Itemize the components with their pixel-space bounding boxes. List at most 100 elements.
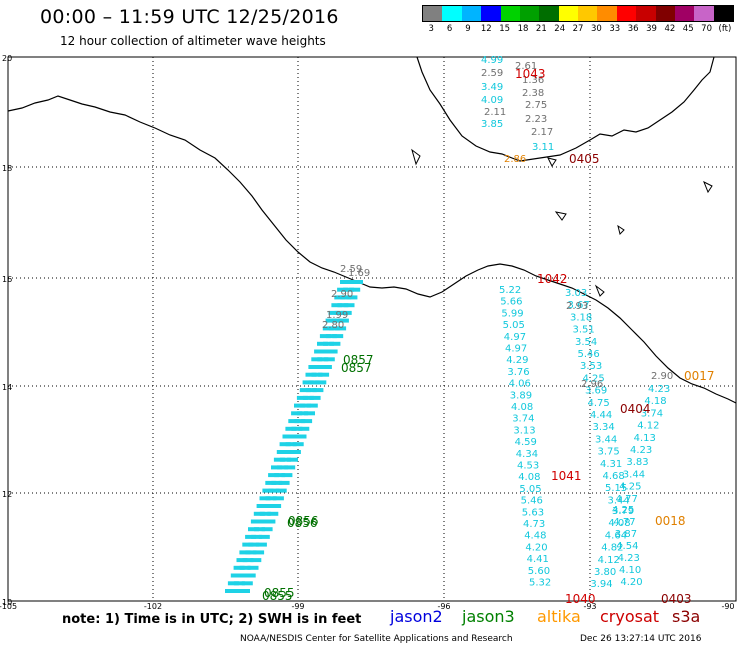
legend-label: 33 bbox=[609, 24, 621, 34]
legend-swatch bbox=[713, 6, 733, 21]
lat-label: 10 bbox=[2, 598, 12, 607]
generated-timestamp: Dec 26 13:27:14 UTC 2016 bbox=[580, 634, 702, 644]
legend-swatch bbox=[694, 6, 714, 21]
wave-height-value: 4.59 bbox=[515, 437, 537, 448]
wave-height-value: 3.53 bbox=[580, 361, 602, 372]
track-sample-mark bbox=[270, 504, 282, 508]
legend-swatch bbox=[539, 6, 559, 21]
wave-height-value: 3.51 bbox=[573, 325, 595, 336]
legend-label: 70 bbox=[701, 24, 712, 34]
lon-label: -96 bbox=[437, 602, 450, 611]
wave-height-value: 2.90 bbox=[651, 371, 673, 382]
track-sample-mark bbox=[267, 511, 279, 516]
wave-height-value: 5.05 bbox=[519, 484, 541, 495]
legend-label: 36 bbox=[627, 24, 639, 34]
pass-time-label: 0857 bbox=[341, 361, 372, 375]
wave-height-value: 4.77 bbox=[613, 517, 635, 528]
track-sample-mark bbox=[340, 295, 352, 300]
islands bbox=[411, 148, 713, 297]
track-sample-mark bbox=[291, 411, 303, 416]
wave-height-value: 4.20 bbox=[525, 542, 547, 553]
track-sample-mark bbox=[340, 310, 352, 315]
track-sample-mark bbox=[323, 341, 334, 346]
track-sample-mark bbox=[242, 558, 254, 563]
satellite-name: jason2 bbox=[390, 607, 443, 626]
legend-swatch bbox=[655, 6, 675, 21]
track-sample-mark bbox=[320, 349, 332, 354]
map-title: 00:00 – 11:59 UTC 12/25/2016 bbox=[40, 6, 339, 28]
wave-height-value: 3.44 bbox=[623, 469, 645, 480]
track-sample-mark bbox=[271, 480, 283, 485]
track-sample-mark bbox=[349, 287, 361, 292]
track-sample-mark bbox=[302, 380, 314, 385]
track-sample-mark bbox=[340, 280, 351, 284]
satellite-name: jason3 bbox=[462, 607, 515, 626]
track-sample-mark bbox=[247, 565, 259, 570]
track-sample-mark bbox=[305, 372, 317, 377]
track-sample-mark bbox=[277, 465, 288, 470]
wave-height-value: 4.97 bbox=[505, 344, 527, 355]
pass-time-label: 1040 bbox=[565, 592, 596, 606]
track-sample-mark bbox=[236, 558, 248, 563]
track-sample-mark bbox=[233, 565, 245, 570]
wave-height-value: 4.31 bbox=[600, 459, 622, 470]
track-sample-mark bbox=[285, 442, 297, 447]
track-sample-mark bbox=[322, 326, 334, 331]
wave-height-value: 4.54 bbox=[616, 541, 638, 552]
wave-height-value: 4.08 bbox=[608, 518, 630, 529]
legend-swatch bbox=[578, 6, 598, 21]
wave-height-value: 5.22 bbox=[499, 285, 521, 296]
legend-swatch bbox=[558, 6, 578, 21]
wave-height-value: 4.09 bbox=[481, 95, 503, 106]
wave-height-value: 5.99 bbox=[501, 308, 523, 319]
track-sample-mark bbox=[315, 380, 327, 385]
track-sample-mark bbox=[248, 542, 260, 547]
wave-height-value: 4.75 bbox=[588, 398, 610, 409]
track-sample-mark bbox=[294, 419, 306, 424]
legend-swatch bbox=[461, 6, 482, 21]
credit-line: NOAA/NESDIS Center for Satellite Applica… bbox=[240, 634, 513, 644]
track-sample-mark bbox=[328, 326, 340, 331]
wave-height-value: 5.05 bbox=[503, 320, 525, 331]
wave-height-value: 4.25 bbox=[619, 482, 641, 493]
wave-height-value: 5.46 bbox=[578, 349, 600, 360]
track-sample-mark bbox=[231, 589, 242, 593]
track-sample-mark bbox=[274, 473, 286, 478]
legend-label: 15 bbox=[499, 24, 511, 34]
legend-label: 9 bbox=[465, 24, 471, 34]
wave-height-value: 3.89 bbox=[510, 390, 532, 401]
track-sample-mark bbox=[334, 295, 346, 300]
wave-height-value: 5.46 bbox=[521, 496, 543, 507]
wave-height-value: 4.64 bbox=[605, 530, 627, 541]
wave-height-value: 3.34 bbox=[593, 422, 615, 433]
legend-label: (ft) bbox=[718, 24, 732, 34]
wave-height-color-legend: 3 6 9 12 15 18 21 24 27 30 33 36 39 42 45 70 (ft) bbox=[422, 5, 734, 35]
track-sample-mark bbox=[251, 534, 263, 539]
legend-swatch bbox=[481, 6, 501, 21]
legend-label: 24 bbox=[554, 24, 566, 34]
track-sample-mark bbox=[325, 318, 337, 323]
lat-label: 12 bbox=[2, 490, 12, 499]
satellite-name: cryosat bbox=[600, 607, 660, 626]
lat-labels: 20 18 16 14 12 10 bbox=[2, 54, 12, 607]
wave-height-value: 5.60 bbox=[528, 566, 550, 577]
track-sample-mark bbox=[288, 434, 300, 439]
legend-label: 27 bbox=[572, 24, 584, 34]
track-sample-mark bbox=[245, 550, 257, 555]
wave-height-value: 4.53 bbox=[517, 461, 539, 472]
map-frame bbox=[7, 56, 737, 602]
track-sample-mark bbox=[264, 519, 276, 524]
pass-time-label: 0856 bbox=[288, 514, 319, 528]
wave-height-value: 4.23 bbox=[618, 553, 640, 564]
wave-height-value: 2.17 bbox=[531, 127, 553, 138]
track-sample-mark bbox=[250, 519, 262, 524]
track-sample-mark bbox=[275, 488, 287, 493]
wave-height-value: 2.80 bbox=[322, 320, 344, 331]
legend-swatch bbox=[616, 6, 637, 21]
track-sample-mark bbox=[294, 403, 305, 408]
track-sample-mark bbox=[245, 534, 257, 539]
track-sample-mark bbox=[261, 527, 273, 532]
track-sample-mark bbox=[314, 349, 326, 354]
pass-time-label: 0857 bbox=[343, 353, 374, 367]
track-sample-mark bbox=[306, 403, 318, 408]
